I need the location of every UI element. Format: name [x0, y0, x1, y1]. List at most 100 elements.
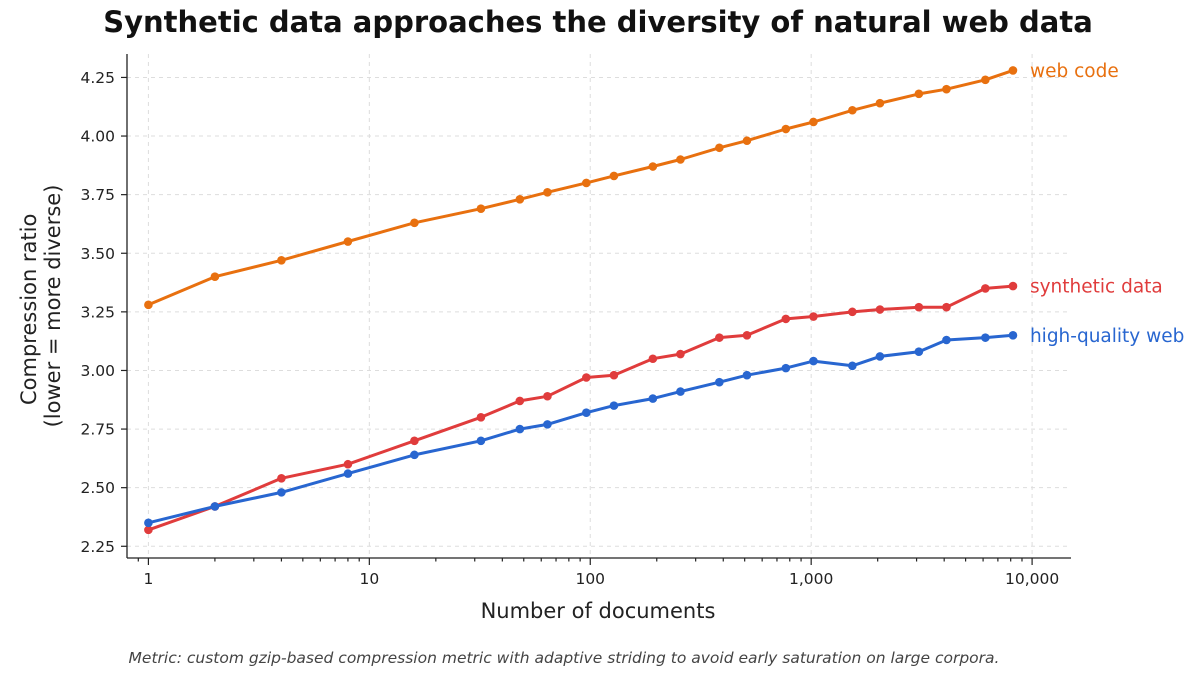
- series-label-web-code: web code: [1030, 61, 1119, 82]
- series-line-web-code: [146, 68, 1015, 307]
- y-tick-label: 3.25: [80, 303, 115, 321]
- series-high-quality-web: [144, 331, 1018, 528]
- data-point: [543, 391, 552, 401]
- x-tick-label: 10: [359, 570, 379, 588]
- data-point: [781, 314, 791, 324]
- data-point: [875, 98, 885, 108]
- data-point: [609, 370, 619, 380]
- x-tick-label: 1,000: [789, 570, 833, 588]
- series-label-synthetic-data: synthetic data: [1030, 277, 1163, 298]
- y-axis-label-line-1: Compression ratio: [17, 214, 41, 405]
- y-tick-label: 3.50: [80, 245, 115, 263]
- grid: [127, 54, 1071, 558]
- data-point: [742, 370, 752, 380]
- data-point: [609, 171, 619, 181]
- x-axis-label: Number of documents: [481, 599, 716, 623]
- data-point: [1008, 281, 1018, 291]
- data-point: [543, 188, 552, 197]
- series-web-code: [144, 66, 1018, 310]
- data-point: [543, 420, 552, 429]
- data-point: [981, 333, 990, 342]
- y-tick-label: 3.75: [80, 186, 115, 204]
- axes: [126, 54, 1071, 559]
- data-point: [1008, 331, 1018, 340]
- y-tick-label: 2.50: [80, 479, 115, 497]
- footnote: Metric: custom gzip-based compression me…: [129, 649, 1000, 667]
- data-point: [410, 218, 419, 228]
- data-point: [648, 394, 658, 403]
- data-point: [343, 237, 353, 246]
- data-point: [582, 373, 591, 382]
- data-point: [144, 518, 153, 528]
- data-point: [848, 361, 857, 371]
- series-label-high-quality-web: high-quality web: [1030, 326, 1184, 347]
- data-point: [875, 352, 885, 361]
- data-point: [809, 312, 818, 321]
- data-point: [648, 162, 658, 171]
- data-point: [742, 136, 752, 146]
- data-point: [942, 302, 951, 312]
- data-point: [476, 436, 486, 446]
- data-point: [942, 84, 951, 94]
- data-point: [144, 525, 153, 535]
- data-point: [343, 469, 353, 478]
- data-point: [277, 255, 286, 265]
- data-point: [410, 450, 419, 460]
- y-axis-label-line-2: (lower = more diverse): [41, 185, 65, 428]
- data-point: [676, 155, 685, 164]
- data-point: [210, 502, 220, 511]
- y-tick-label: 2.75: [80, 421, 115, 439]
- data-point: [676, 349, 685, 359]
- series: [144, 66, 1018, 535]
- data-point: [609, 401, 619, 410]
- y-tick-label: 4.25: [80, 69, 115, 87]
- data-point: [476, 204, 486, 214]
- data-point: [742, 331, 752, 340]
- data-point: [515, 195, 525, 204]
- data-point: [476, 413, 486, 422]
- data-point: [781, 363, 791, 373]
- series-labels: web code synthetic data high-quality web: [1030, 61, 1184, 347]
- data-point: [914, 89, 924, 99]
- y-tick-label: 2.25: [80, 538, 115, 556]
- data-point: [942, 335, 951, 345]
- data-point: [809, 356, 818, 366]
- data-point: [715, 143, 724, 153]
- data-point: [981, 75, 990, 85]
- data-point: [277, 473, 286, 483]
- data-point: [1008, 66, 1018, 75]
- x-tick-label: 100: [575, 570, 605, 588]
- y-tick-label: 3.00: [80, 362, 115, 380]
- data-point: [515, 396, 525, 406]
- data-point: [648, 354, 658, 364]
- data-point: [875, 305, 885, 314]
- data-point: [515, 424, 525, 434]
- series-line-high-quality-web: [146, 333, 1015, 525]
- data-point: [676, 387, 685, 396]
- x-tick-label: 10,000: [1005, 570, 1059, 588]
- series-line-synthetic-data: [146, 284, 1015, 532]
- data-point: [715, 333, 724, 342]
- data-point: [210, 272, 220, 281]
- data-point: [981, 284, 990, 293]
- data-point: [582, 178, 591, 188]
- data-point: [848, 307, 857, 317]
- series-synthetic-data: [144, 281, 1018, 535]
- data-point: [781, 124, 791, 134]
- data-point: [848, 105, 857, 115]
- data-point: [715, 377, 724, 387]
- tick-labels: 2.25 2.50 2.75 3.00 3.25 3.50 3.75 4.00 4.25 1 10 1…: [80, 69, 1059, 588]
- data-point: [277, 488, 286, 497]
- data-point: [410, 436, 419, 446]
- y-axis-label: Compression ratio (lower = more diverse): [17, 185, 65, 428]
- data-point: [144, 300, 153, 310]
- data-point: [914, 347, 924, 357]
- data-point: [582, 408, 591, 417]
- x-tick-label: 1: [143, 570, 153, 588]
- data-point: [343, 459, 353, 469]
- chart-title: Synthetic data approaches the diversity …: [103, 5, 1093, 39]
- data-point: [914, 302, 924, 312]
- y-tick-label: 4.00: [80, 128, 115, 146]
- data-point: [809, 117, 818, 127]
